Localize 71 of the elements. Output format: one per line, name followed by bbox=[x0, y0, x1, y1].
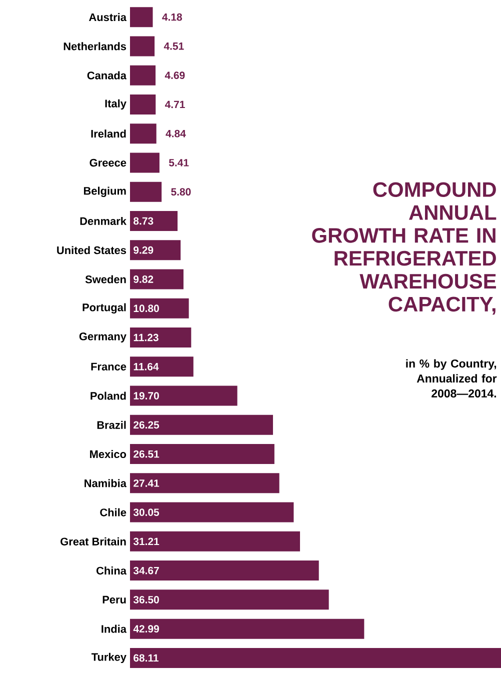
bar bbox=[130, 65, 156, 86]
bar bbox=[130, 618, 364, 639]
data-label: 4.18 bbox=[162, 13, 182, 21]
data-label: 11.64 bbox=[134, 362, 159, 370]
bar bbox=[130, 473, 280, 494]
data-label: 34.67 bbox=[133, 566, 159, 574]
y-tick-label: Austria bbox=[88, 13, 127, 22]
y-tick-label: Italy bbox=[105, 99, 126, 110]
bar bbox=[130, 94, 156, 114]
y-tick-label: Brazil bbox=[97, 420, 126, 429]
data-label: 26.25 bbox=[134, 421, 160, 429]
y-tick-label: Denmark bbox=[80, 216, 126, 226]
bar bbox=[130, 298, 189, 318]
y-tick-label: Germany bbox=[79, 332, 126, 342]
bar bbox=[130, 560, 319, 581]
bar bbox=[130, 240, 181, 260]
data-label: 68.11 bbox=[134, 654, 158, 662]
data-label: 8.73 bbox=[134, 217, 154, 225]
bar bbox=[130, 210, 178, 231]
data-label: 10.80 bbox=[134, 304, 159, 312]
bar bbox=[130, 356, 194, 377]
data-label: 4.51 bbox=[164, 42, 184, 50]
data-label: 4.69 bbox=[164, 72, 185, 80]
y-tick-label: China bbox=[96, 566, 127, 575]
y-tick-label: India bbox=[102, 624, 127, 633]
data-label: 36.50 bbox=[133, 596, 159, 604]
data-label: 5.80 bbox=[171, 188, 191, 196]
y-tick-label: Namibia bbox=[84, 479, 127, 488]
bar bbox=[130, 648, 501, 668]
y-tick-label: Turkey bbox=[91, 652, 126, 664]
bar bbox=[130, 7, 153, 28]
y-tick-label: Peru bbox=[102, 596, 126, 604]
data-label: 19.70 bbox=[134, 392, 159, 400]
data-label: 31.21 bbox=[133, 538, 160, 546]
y-tick-label: Ireland bbox=[91, 130, 126, 138]
bar bbox=[130, 502, 294, 522]
text: COMPOUND ANNUAL GROWTH RATE IN REFRIGERATED WAREHOUSE CAPACITY, bbox=[312, 182, 496, 315]
y-tick-label: Greece bbox=[90, 158, 126, 167]
data-label: 27.41 bbox=[134, 480, 160, 487]
bar bbox=[130, 386, 238, 406]
data-label: 4.84 bbox=[166, 130, 186, 138]
data-label: 4.71 bbox=[165, 100, 185, 108]
data-label: 30.05 bbox=[133, 508, 160, 516]
y-tick-label: Mexico bbox=[90, 450, 126, 458]
bar bbox=[130, 124, 156, 144]
data-label: 26.51 bbox=[134, 450, 160, 458]
bar bbox=[130, 152, 160, 173]
bar bbox=[130, 444, 274, 464]
bar bbox=[130, 182, 162, 202]
text: in % by Country, Annualized for 2008—2014. bbox=[406, 359, 497, 398]
y-tick-label: Sweden bbox=[85, 275, 126, 284]
y-tick-label: Canada bbox=[87, 71, 127, 80]
bar bbox=[130, 36, 155, 56]
y-tick-label: Portugal bbox=[82, 303, 126, 314]
y-tick-label: France bbox=[91, 362, 126, 370]
data-label: 9.29 bbox=[134, 246, 154, 254]
bar bbox=[130, 269, 184, 290]
data-label: 11.23 bbox=[134, 334, 158, 342]
y-tick-label: Poland bbox=[90, 392, 126, 400]
y-tick-label: Great Britain bbox=[60, 537, 126, 546]
y-tick-label: United States bbox=[57, 246, 126, 254]
data-label: 9.82 bbox=[134, 276, 154, 283]
bar bbox=[130, 328, 192, 348]
bar bbox=[130, 531, 300, 552]
y-tick-label: Chile bbox=[100, 508, 126, 516]
bar bbox=[130, 590, 329, 610]
data-label: 5.41 bbox=[168, 159, 189, 166]
y-tick-label: Netherlands bbox=[64, 42, 126, 50]
bar bbox=[130, 414, 273, 435]
y-tick-label: Belgium bbox=[84, 186, 126, 197]
data-label: 42.99 bbox=[133, 625, 159, 633]
